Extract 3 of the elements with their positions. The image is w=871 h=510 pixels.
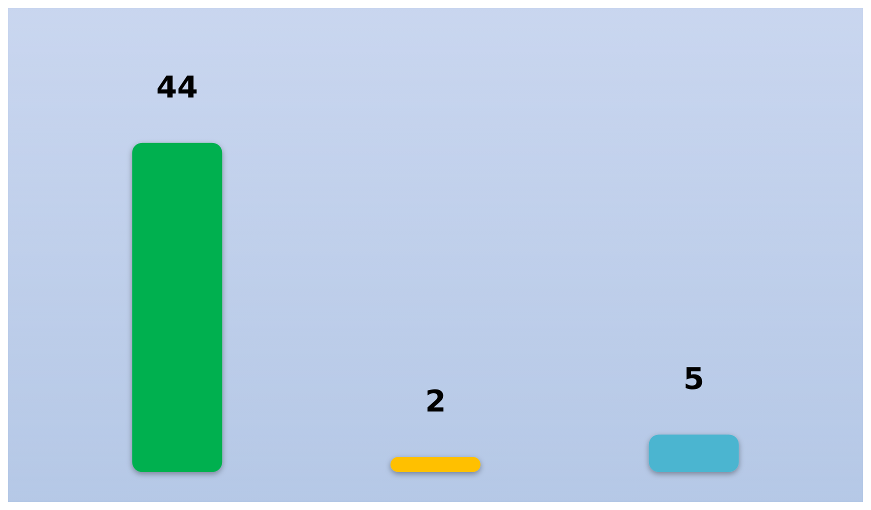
data-label: 44: [156, 70, 198, 106]
data-label: 2: [425, 384, 446, 420]
data-label: 5: [683, 362, 704, 398]
